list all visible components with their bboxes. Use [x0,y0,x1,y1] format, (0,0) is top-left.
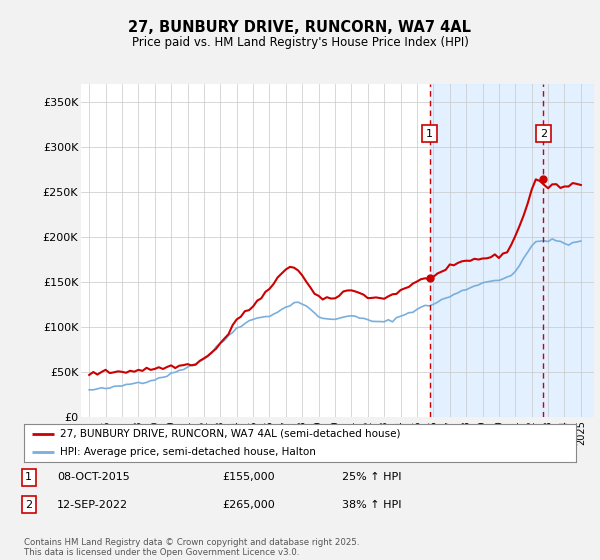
Bar [430,84,594,417]
Text: 2: 2 [540,129,547,138]
Text: 27, BUNBURY DRIVE, RUNCORN, WA7 4AL (semi-detached house): 27, BUNBURY DRIVE, RUNCORN, WA7 4AL (sem… [60,429,400,439]
Text: Contains HM Land Registry data © Crown copyright and database right 2025.
This d: Contains HM Land Registry data © Crown c… [24,538,359,557]
Text: 08-OCT-2015: 08-OCT-2015 [57,472,130,482]
Text: HPI: Average price, semi-detached house, Halton: HPI: Average price, semi-detached house,… [60,447,316,457]
Text: 1: 1 [426,129,433,138]
Text: 27, BUNBURY DRIVE, RUNCORN, WA7 4AL: 27, BUNBURY DRIVE, RUNCORN, WA7 4AL [128,20,472,35]
Text: Price paid vs. HM Land Registry's House Price Index (HPI): Price paid vs. HM Land Registry's House … [131,36,469,49]
Text: 25% ↑ HPI: 25% ↑ HPI [342,472,401,482]
Text: 38% ↑ HPI: 38% ↑ HPI [342,500,401,510]
Text: 1: 1 [25,472,32,482]
Text: £265,000: £265,000 [222,500,275,510]
Text: £155,000: £155,000 [222,472,275,482]
Text: 12-SEP-2022: 12-SEP-2022 [57,500,128,510]
Text: 2: 2 [25,500,32,510]
